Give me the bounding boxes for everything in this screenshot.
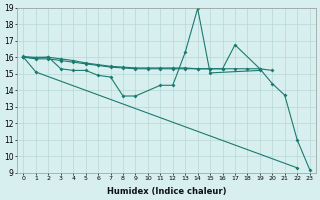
- X-axis label: Humidex (Indice chaleur): Humidex (Indice chaleur): [107, 187, 226, 196]
